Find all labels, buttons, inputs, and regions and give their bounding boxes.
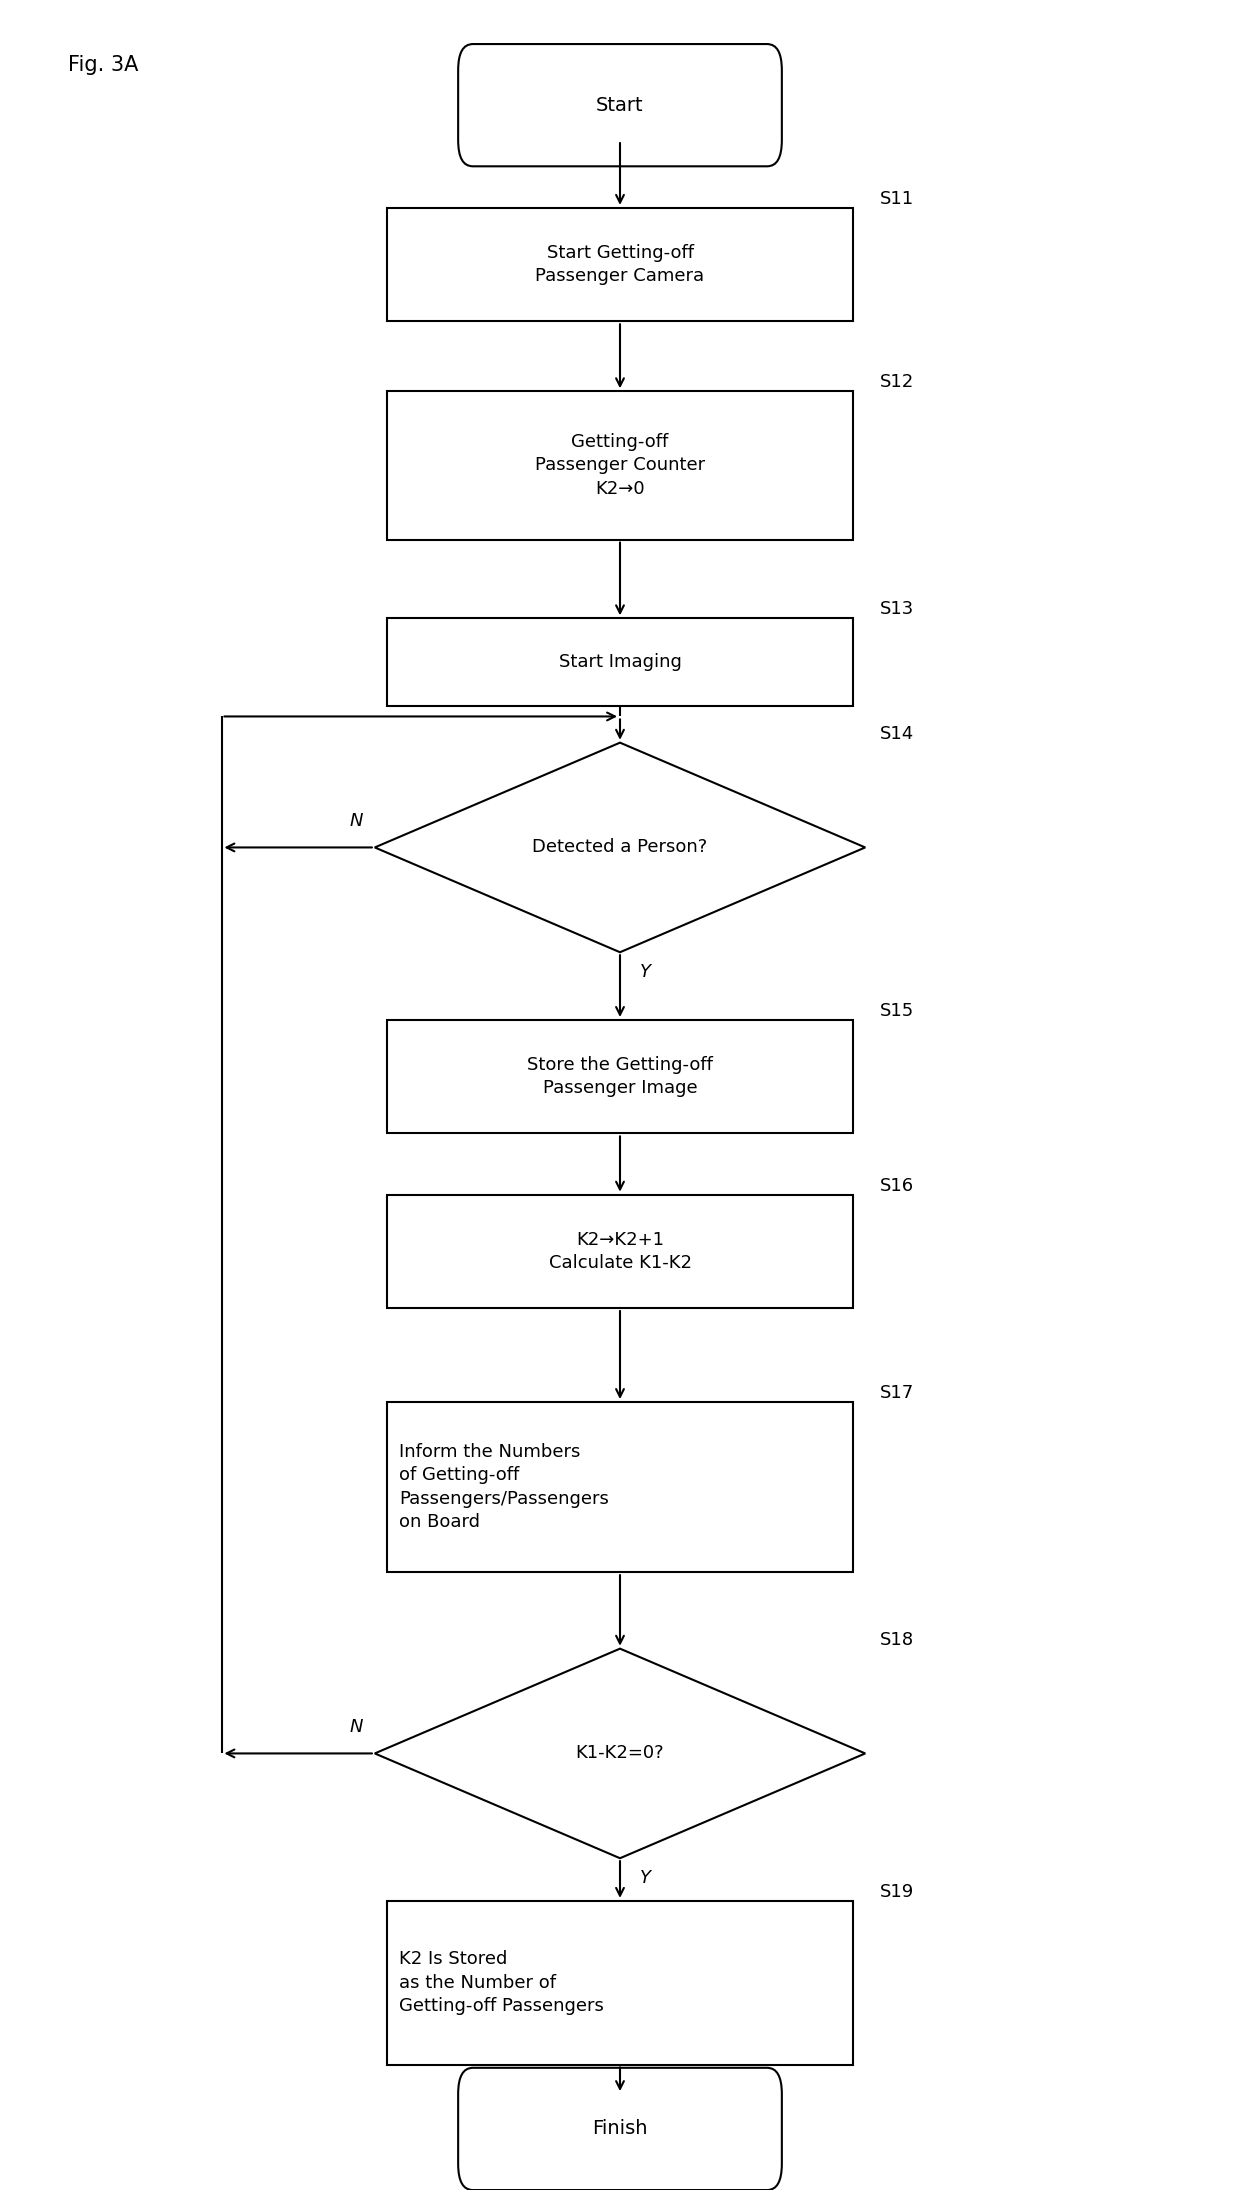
Bar: [387, 209, 853, 321]
Text: Store the Getting-off
Passenger Image: Store the Getting-off Passenger Image: [527, 1057, 713, 1098]
Text: S13: S13: [880, 600, 914, 617]
Text: S19: S19: [880, 1883, 914, 1900]
Bar: [387, 1019, 853, 1134]
Text: Inform the Numbers
of Getting-off
Passengers/Passengers
on Board: Inform the Numbers of Getting-off Passen…: [399, 1443, 609, 1531]
Polygon shape: [374, 1648, 866, 1859]
Text: S18: S18: [880, 1630, 914, 1648]
Text: K2 Is Stored
as the Number of
Getting-off Passengers: K2 Is Stored as the Number of Getting-of…: [399, 1951, 604, 2015]
Text: S16: S16: [880, 1178, 914, 1195]
Text: S11: S11: [880, 189, 914, 209]
Bar: [387, 391, 853, 540]
Text: Fig. 3A: Fig. 3A: [68, 55, 139, 75]
Text: Y: Y: [640, 1870, 651, 1887]
Text: K1-K2=0?: K1-K2=0?: [575, 1744, 665, 1762]
Bar: [387, 1195, 853, 1307]
Text: Detected a Person?: Detected a Person?: [532, 839, 708, 857]
Text: Finish: Finish: [593, 2120, 647, 2138]
Polygon shape: [374, 743, 866, 951]
Text: S15: S15: [880, 1002, 914, 1019]
FancyBboxPatch shape: [458, 2067, 782, 2190]
Text: Getting-off
Passenger Counter
K2→0: Getting-off Passenger Counter K2→0: [534, 433, 706, 499]
Bar: [387, 617, 853, 705]
Text: S12: S12: [880, 373, 914, 391]
Text: K2→K2+1
Calculate K1-K2: K2→K2+1 Calculate K1-K2: [548, 1230, 692, 1272]
Text: Start Getting-off
Passenger Camera: Start Getting-off Passenger Camera: [536, 244, 704, 286]
Text: S17: S17: [880, 1384, 914, 1402]
Text: Start Imaging: Start Imaging: [558, 653, 682, 670]
Text: Y: Y: [640, 962, 651, 982]
Bar: [387, 1402, 853, 1573]
Text: N: N: [348, 1718, 362, 1736]
Bar: [387, 1900, 853, 2065]
Text: Start: Start: [596, 97, 644, 114]
Text: N: N: [348, 813, 362, 830]
Text: S14: S14: [880, 725, 914, 743]
FancyBboxPatch shape: [458, 44, 782, 167]
